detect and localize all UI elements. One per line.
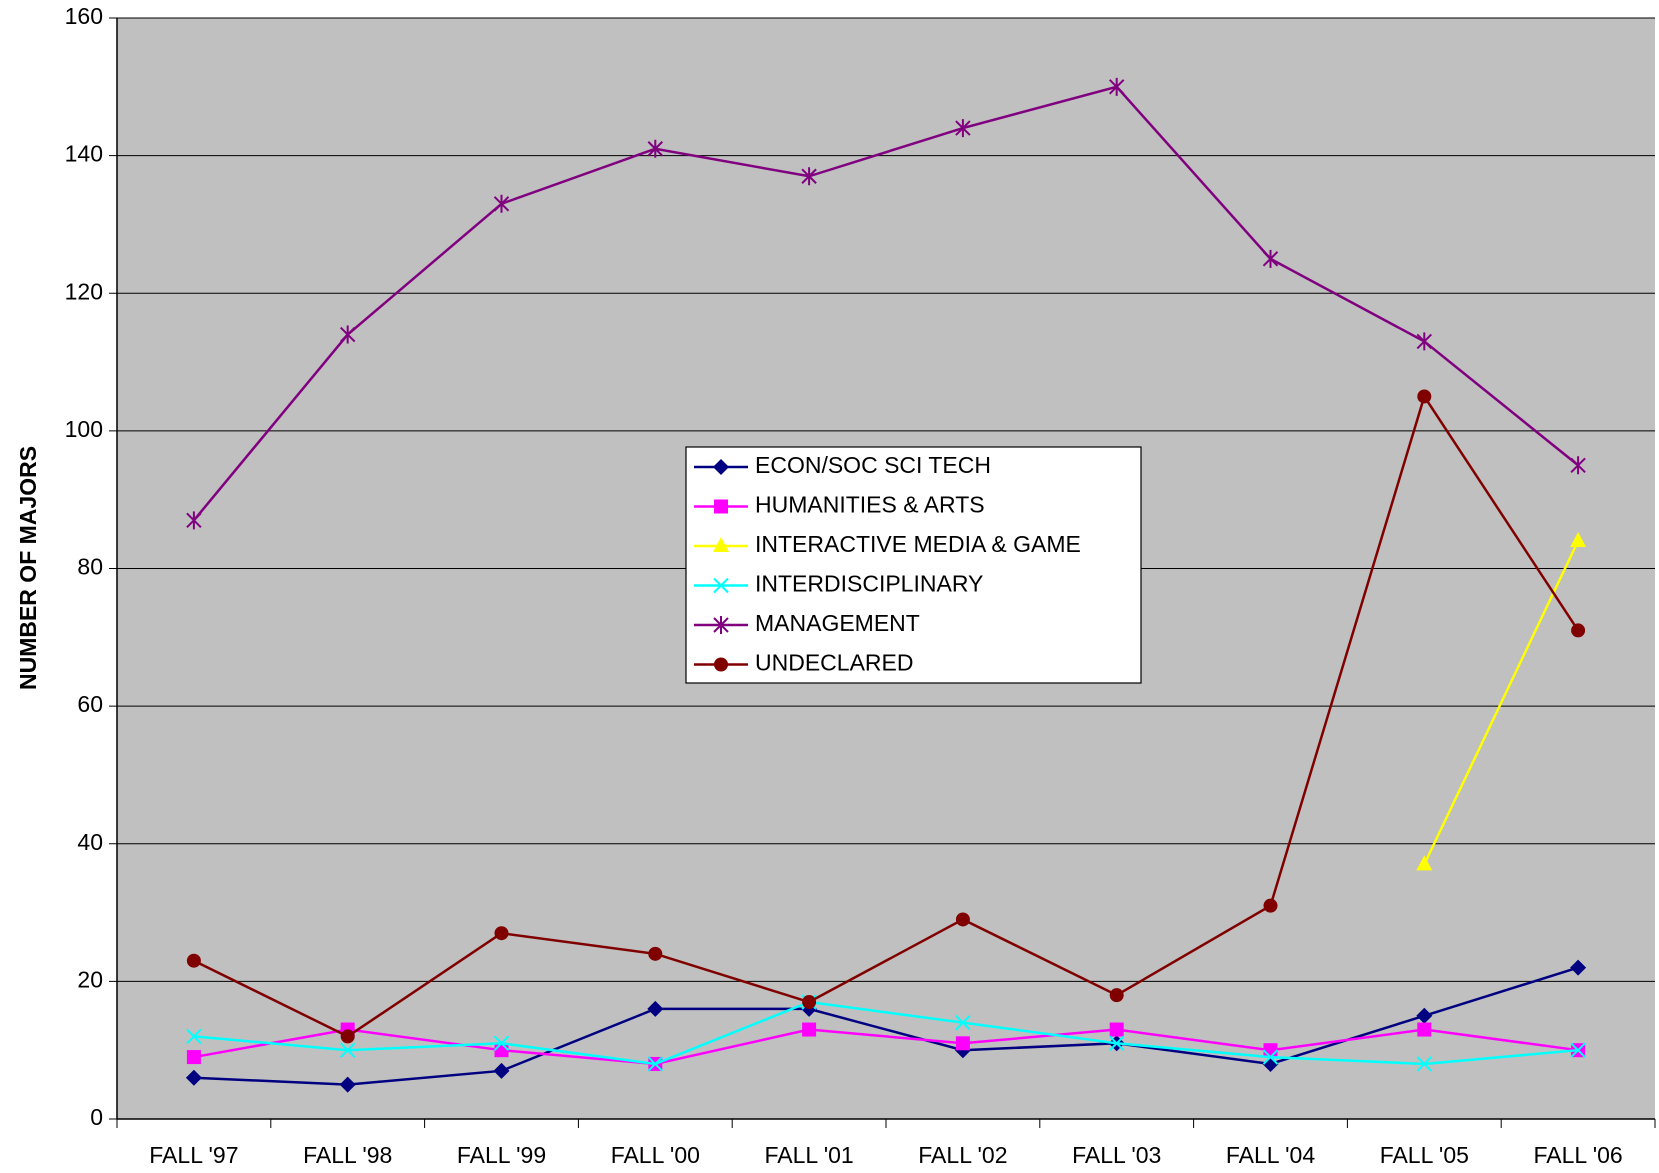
marker xyxy=(647,1000,664,1017)
legend-label: MANAGEMENT xyxy=(755,610,920,636)
series-line xyxy=(193,1000,1579,1066)
marker xyxy=(340,1029,355,1044)
y-tick-label: 20 xyxy=(77,966,103,992)
marker xyxy=(955,912,970,927)
marker xyxy=(1108,77,1125,96)
marker xyxy=(493,194,510,213)
y-tick-label: 40 xyxy=(77,829,103,855)
x-tick-label: FALL '06 xyxy=(1533,1142,1622,1168)
marker xyxy=(1570,531,1587,547)
marker xyxy=(1570,456,1586,475)
marker xyxy=(647,1056,664,1072)
marker xyxy=(713,537,729,552)
marker xyxy=(1417,1022,1432,1037)
marker xyxy=(1262,249,1279,268)
marker xyxy=(955,1014,971,1031)
marker xyxy=(1570,1042,1586,1058)
y-tick-label: 140 xyxy=(65,141,103,167)
series-line xyxy=(193,1028,1579,1066)
x-tick-label: FALL '05 xyxy=(1380,1142,1469,1168)
marker xyxy=(801,167,817,186)
marker xyxy=(339,1076,356,1093)
y-tick-label: 100 xyxy=(65,416,103,442)
marker xyxy=(1571,623,1586,638)
y-tick-label: 60 xyxy=(77,691,103,717)
marker xyxy=(955,119,971,138)
series-line xyxy=(1423,540,1580,865)
marker xyxy=(339,1042,356,1058)
y-axis-label: NUMBER OF MAJORS xyxy=(15,446,41,690)
marker xyxy=(494,1043,509,1058)
marker xyxy=(713,616,729,634)
marker xyxy=(1263,1043,1278,1058)
marker xyxy=(1417,389,1432,404)
x-tick-label: FALL '01 xyxy=(764,1142,853,1168)
marker xyxy=(647,139,664,158)
series-line xyxy=(193,393,1580,1038)
y-tick-label: 120 xyxy=(65,278,103,304)
marker xyxy=(339,325,356,344)
legend-label: INTERACTIVE MEDIA & GAME xyxy=(755,531,1081,557)
marker xyxy=(648,946,663,961)
x-tick-label: FALL '98 xyxy=(303,1142,392,1168)
marker xyxy=(1416,1007,1433,1024)
marker xyxy=(955,1036,970,1051)
legend-box xyxy=(685,446,1142,684)
marker xyxy=(714,657,728,672)
marker xyxy=(494,926,509,941)
legend-label: UNDECLARED xyxy=(755,650,913,676)
marker xyxy=(1570,959,1587,976)
legend-label: HUMANITIES & ARTS xyxy=(755,492,985,518)
legend-label: INTERDISCIPLINARY xyxy=(755,571,983,597)
x-tick-label: FALL '97 xyxy=(149,1142,238,1168)
marker xyxy=(1108,1035,1125,1052)
marker xyxy=(185,1069,202,1086)
marker xyxy=(802,1022,817,1037)
x-tick-label: FALL '02 xyxy=(918,1142,1007,1168)
x-tick-label: FALL '99 xyxy=(457,1142,546,1168)
marker xyxy=(1109,1022,1124,1037)
marker xyxy=(802,995,817,1010)
marker xyxy=(1109,988,1124,1003)
x-tick-label: FALL '03 xyxy=(1072,1142,1161,1168)
x-tick-label: FALL '00 xyxy=(611,1142,700,1168)
marker xyxy=(493,1062,510,1079)
marker xyxy=(1263,898,1278,913)
marker xyxy=(713,459,729,475)
marker xyxy=(186,511,202,530)
series-line xyxy=(192,85,1579,522)
x-tick-label: FALL '04 xyxy=(1226,1142,1315,1168)
marker xyxy=(186,1028,202,1045)
marker xyxy=(186,953,201,968)
marker xyxy=(186,1050,201,1065)
legend-label: ECON/SOC SCI TECH xyxy=(755,452,991,478)
marker xyxy=(714,499,728,514)
marker xyxy=(1416,855,1433,871)
marker xyxy=(1416,332,1433,351)
marker xyxy=(493,1035,510,1052)
y-tick-label: 0 xyxy=(90,1104,103,1130)
y-tick-label: 160 xyxy=(65,3,103,29)
marker xyxy=(1416,1056,1433,1072)
marker xyxy=(1262,1049,1279,1065)
y-tick-label: 80 xyxy=(77,554,103,580)
marker xyxy=(713,577,729,594)
